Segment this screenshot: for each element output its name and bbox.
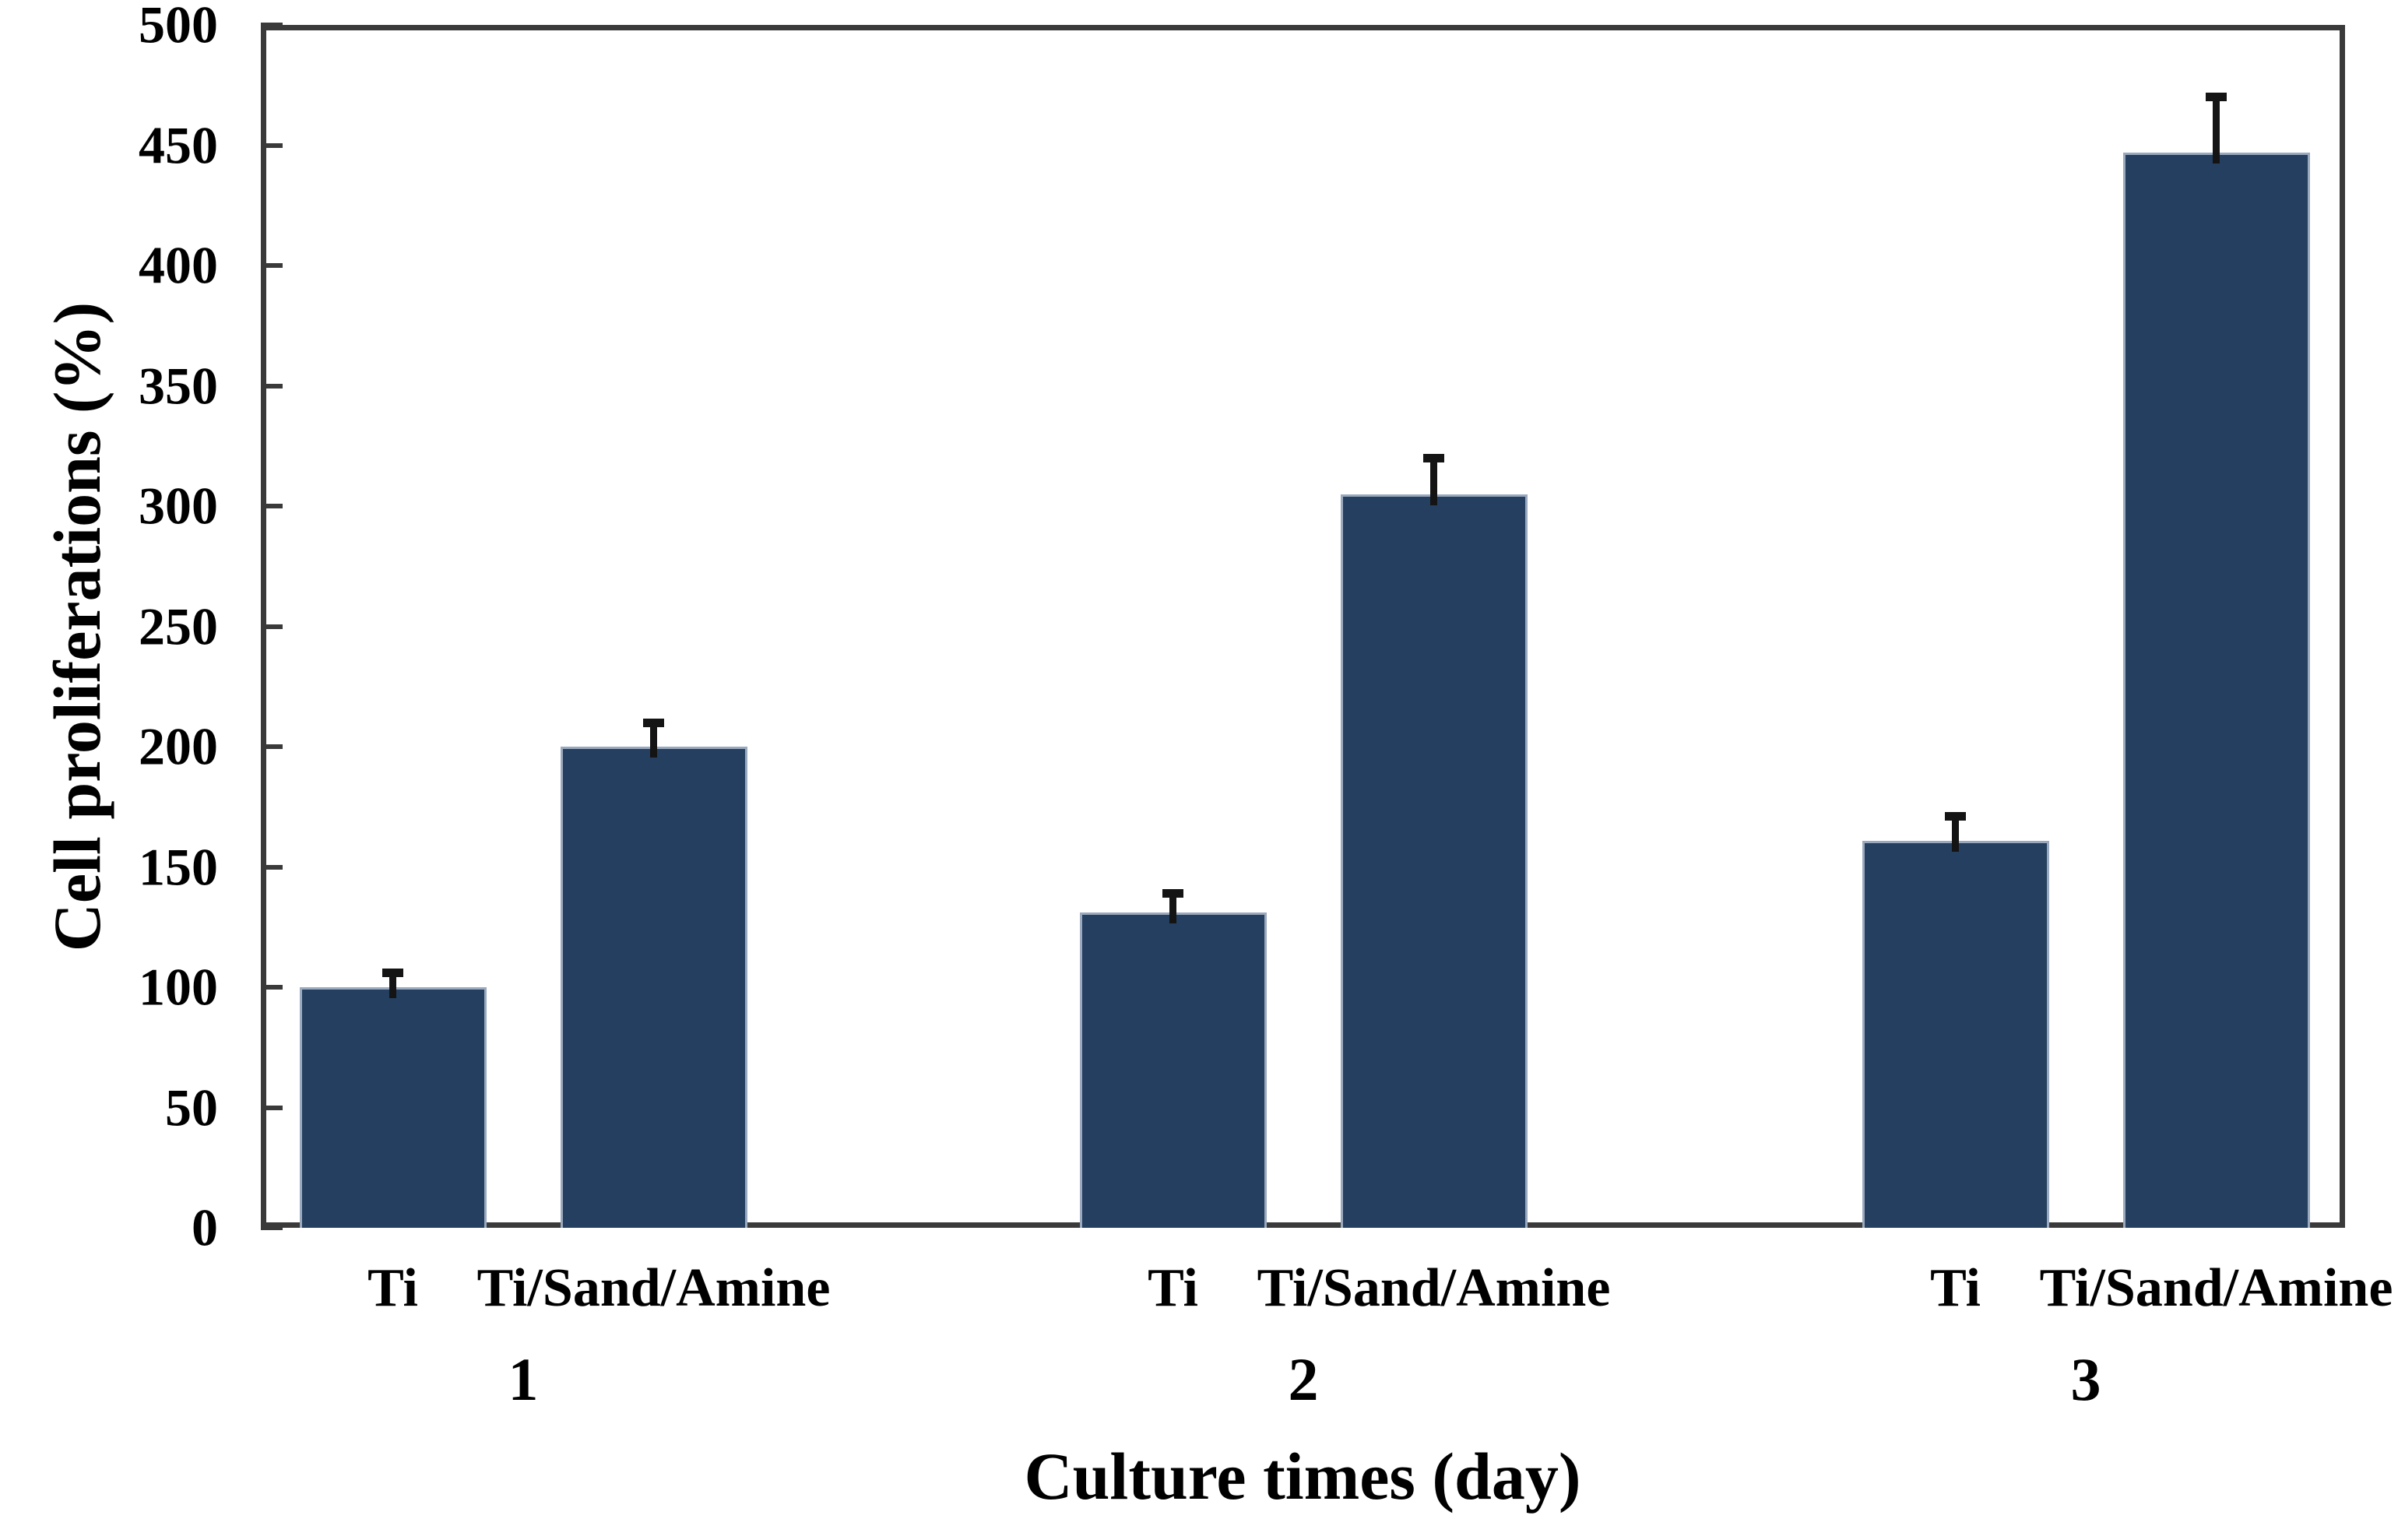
error-bar-cap [643,718,664,727]
x-tick-label-ti-sand-amine: Ti/Sand/Amine [2039,1258,2393,1318]
x-tick-label-ti: Ti [1148,1258,1198,1318]
y-axis-tick [261,263,283,268]
y-axis-tick-label: 500 [139,0,218,54]
y-axis-tick-label: 300 [139,476,218,536]
y-axis-tick [261,383,283,389]
bar-ti-day3 [1862,840,2049,1228]
error-bar-stem [2213,97,2220,163]
bar-ti-day2 [1079,912,1267,1228]
x-tick-label-ti: Ti [367,1258,418,1318]
x-group-label-day-1: 1 [508,1345,539,1413]
y-axis-tick-label: 150 [139,837,218,896]
x-group-label-day-2: 2 [1288,1345,1319,1413]
error-bar-cap [1423,453,1444,462]
y-axis-title: Cell proliferations (%) [40,301,114,952]
y-axis-tick [261,985,283,990]
y-axis-tick-label: 100 [139,957,218,1017]
bar-ti-sand-amine-day1 [560,747,747,1228]
x-tick-label-ti: Ti [1930,1258,1981,1318]
x-tick-label-ti-sand-amine: Ti/Sand/Amine [1257,1258,1611,1318]
y-axis-tick [261,864,283,870]
y-axis-tick [261,23,283,27]
bar-ti-sand-amine-day2 [1340,494,1528,1228]
y-axis-tick [261,142,283,148]
error-bar-cap [1162,888,1183,898]
y-axis-tick [261,624,283,629]
error-bar-stem [1430,458,1437,505]
error-bar-cap [2206,93,2227,102]
y-axis-tick-label: 50 [165,1078,218,1137]
error-bar-stem [1169,893,1176,924]
y-axis-tick [261,504,283,508]
y-axis-tick-label: 350 [139,356,218,415]
error-bar-stem [389,972,396,998]
error-bar-cap [382,968,403,977]
y-axis-tick-label: 0 [192,1197,218,1257]
error-bar-stem [1952,816,1959,852]
y-axis-tick-label: 400 [139,235,218,295]
y-axis-tick [261,1225,283,1230]
x-tick-label-ti-sand-amine: Ti/Sand/Amine [476,1258,831,1318]
bar-ti-sand-amine-day3 [2122,152,2310,1228]
x-group-label-day-3: 3 [2070,1345,2101,1413]
y-axis-tick [261,1105,283,1110]
bar-ti-day1 [299,987,487,1228]
error-bar-stem [650,723,657,758]
y-axis-tick-label: 450 [139,115,218,174]
x-axis-title: Culture times (day) [1024,1439,1581,1514]
y-axis-tick [261,744,283,749]
error-bar-cap [1945,812,1966,821]
y-axis-tick-label: 250 [139,596,218,656]
y-axis-tick-label: 200 [139,716,218,776]
